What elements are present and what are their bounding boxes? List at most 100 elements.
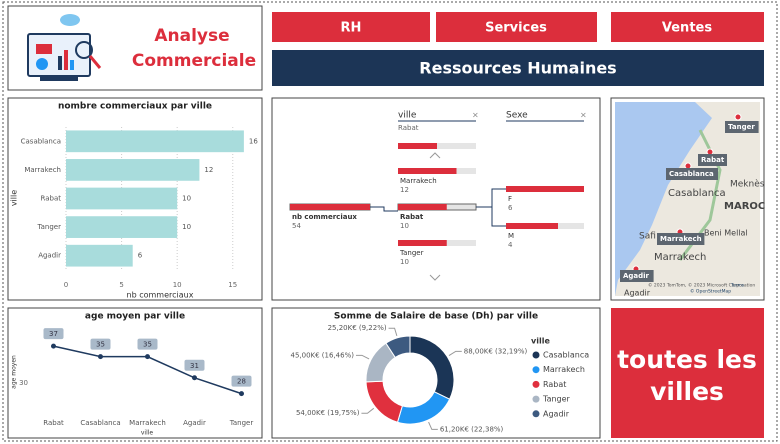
nav-label[interactable]: Ventes	[662, 21, 712, 36]
bar	[66, 216, 178, 238]
x-tick-label: Casablanca	[80, 419, 120, 427]
point	[51, 343, 56, 349]
x-tick-label: Marrakech	[129, 419, 166, 427]
point	[98, 354, 103, 360]
nav-button[interactable]	[611, 12, 764, 42]
legend-swatch	[532, 410, 540, 418]
data-label: 28	[237, 378, 246, 386]
map-city: Agadir	[623, 272, 650, 280]
nav-button[interactable]	[436, 12, 597, 42]
x-tick-label: 0	[64, 281, 68, 289]
scroll-down	[429, 274, 441, 281]
label-box	[43, 328, 64, 340]
map	[615, 102, 760, 296]
leader-line	[355, 354, 370, 360]
filter-field: Sexe	[506, 111, 528, 121]
x-tick-label: 15	[228, 281, 237, 289]
panel	[271, 97, 601, 301]
point	[145, 354, 150, 360]
data-label: 10	[182, 195, 191, 203]
bar	[66, 159, 200, 181]
map-place: Agadir	[624, 289, 651, 298]
node-value: 12	[400, 186, 409, 194]
x-tick-label: Tanger	[229, 419, 254, 427]
node-value: 4	[508, 241, 513, 249]
legend-label: Casablanca	[543, 351, 589, 360]
banner-text: Ressources Humaines	[419, 59, 616, 78]
label-box	[90, 338, 111, 350]
map-city: Marrakech	[660, 235, 702, 243]
filter-close[interactable]: ×	[580, 111, 587, 120]
filter-close[interactable]: ×	[472, 111, 479, 120]
scroll-up	[429, 152, 441, 159]
connector	[370, 206, 398, 212]
x-tick-label: 5	[119, 281, 123, 289]
data-label: 45,00K€ (16,46%)	[290, 351, 354, 359]
leader-line	[361, 407, 375, 414]
card-text: toutes les	[617, 345, 757, 374]
data-label: 16	[249, 137, 258, 145]
map-city: Casablanca	[669, 170, 714, 178]
connector	[476, 188, 506, 227]
legend-title: ville	[531, 337, 550, 346]
legend-label: Rabat	[543, 380, 566, 389]
bar	[506, 186, 584, 192]
map-label-box	[725, 121, 759, 133]
nav-button[interactable]	[272, 12, 430, 42]
filter-field: ville	[398, 111, 417, 121]
legend-label: Marrakech	[543, 365, 585, 374]
nav-label[interactable]: Services	[485, 21, 547, 36]
map-place: Safi	[639, 232, 656, 242]
bar	[290, 204, 370, 210]
data-label: 25,20K€ (9,22%)	[328, 324, 387, 332]
category-label: Tanger	[37, 223, 62, 231]
data-label: 37	[49, 330, 58, 338]
node-value: 10	[400, 258, 409, 266]
map-terms: Terms	[730, 283, 745, 289]
slice	[385, 335, 411, 359]
data-label: 12	[204, 166, 213, 174]
map-bubble[interactable]	[734, 113, 742, 121]
bar	[66, 187, 178, 210]
filter-value: Rabat	[398, 124, 419, 132]
leader-line	[428, 421, 438, 430]
map-osm: © OpenStreetMap	[690, 288, 731, 295]
node-label: M	[508, 232, 514, 240]
label-box	[137, 338, 158, 350]
bar	[398, 143, 437, 149]
map-city: Tanger	[728, 123, 755, 131]
title-line2: Commerciale	[132, 51, 256, 71]
chart-title: nombre commerciaux par ville	[58, 102, 212, 112]
bar	[66, 244, 133, 267]
map-label-box	[666, 168, 718, 180]
node-value: 54	[292, 222, 301, 230]
map-place: Casablanca	[668, 188, 726, 199]
label-box	[231, 375, 252, 387]
category-label: Agadir	[38, 252, 61, 260]
map-place: MAROC	[724, 201, 765, 212]
node-value: 10	[400, 222, 409, 230]
node-label: Tanger	[399, 249, 424, 257]
map-label-box	[698, 154, 727, 166]
node-label: Rabat	[400, 213, 424, 221]
category-label: Marrakech	[24, 166, 61, 174]
data-label: 35	[143, 341, 152, 349]
banner	[272, 50, 764, 86]
x-tick-label: 10	[173, 281, 182, 289]
map-place: Beni Mellal	[704, 229, 748, 238]
y-axis-label: ville	[10, 190, 19, 206]
nav-label[interactable]: RH	[341, 21, 362, 36]
data-label: 6	[138, 252, 143, 260]
x-tick-label: Agadir	[183, 419, 206, 427]
x-axis-label: ville	[141, 430, 154, 437]
map-city: Rabat	[701, 156, 725, 164]
bar	[398, 204, 447, 210]
y-tick-label: 30	[19, 379, 28, 387]
point	[239, 391, 244, 397]
chart-title: Somme de Salaire de base (Dh) par ville	[334, 312, 538, 322]
legend-swatch	[532, 380, 540, 388]
card[interactable]	[611, 308, 764, 438]
chart-title: age moyen par ville	[85, 312, 185, 322]
legend-swatch	[532, 366, 540, 374]
